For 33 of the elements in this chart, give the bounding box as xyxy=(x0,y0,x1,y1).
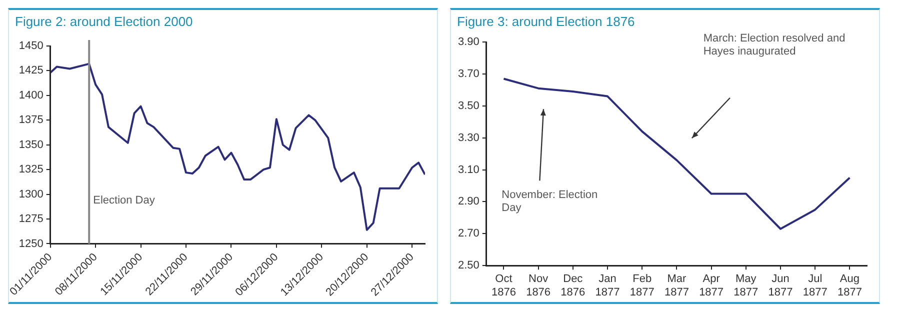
x-tick-label: Apr 1877 xyxy=(699,273,724,298)
chart-title: Figure 3: around Election 1876 xyxy=(456,14,636,31)
y-tick-label: 1325 xyxy=(18,164,44,176)
ref-line-label: Election Day xyxy=(93,194,156,206)
y-tick-label: 2.70 xyxy=(458,228,480,240)
x-tick-label: Dec 1876 xyxy=(560,273,586,298)
y-tick-label: 1450 xyxy=(18,40,44,52)
x-tick-label: Feb 1877 xyxy=(630,273,654,298)
x-tick-label: Nov 1876 xyxy=(526,273,551,298)
y-tick-label: 3.50 xyxy=(458,100,480,112)
y-tick-label: 3.10 xyxy=(458,164,480,176)
annotation: November: Election Day xyxy=(502,189,598,214)
y-tick-label: 3.30 xyxy=(458,132,480,144)
annotation: March: Election resolved and Hayes inaugurated xyxy=(703,32,846,58)
y-tick-label: 1425 xyxy=(18,64,44,77)
y-tick-label: 1250 xyxy=(18,238,44,250)
y-tick-label: 1400 xyxy=(18,89,44,102)
x-tick-label: Oct 1876 xyxy=(491,273,516,298)
y-tick-label: 2.50 xyxy=(458,260,480,272)
y-tick-label: 2.90 xyxy=(458,196,480,208)
y-tick-label: 3.70 xyxy=(458,68,480,80)
chart-title: Figure 2: around Election 2000 xyxy=(14,14,194,31)
x-tick-label: Jul 1877 xyxy=(802,273,828,298)
y-tick-label: 3.90 xyxy=(458,36,480,48)
y-tick-label: 1375 xyxy=(18,114,44,126)
x-tick-label: Jan 1877 xyxy=(595,273,620,298)
x-tick-label: Jun 1877 xyxy=(768,273,793,298)
x-tick-label: Mar 1877 xyxy=(664,273,689,298)
y-tick-label: 1275 xyxy=(18,213,44,226)
y-tick-label: 1350 xyxy=(18,138,44,151)
x-tick-label: Aug 1877 xyxy=(837,273,862,298)
y-tick-label: 1300 xyxy=(18,188,44,200)
x-tick-label: May 1877 xyxy=(734,273,758,298)
